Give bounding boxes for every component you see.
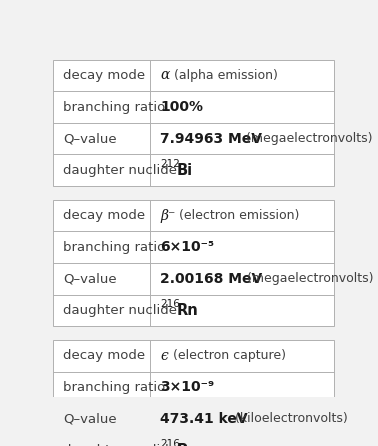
Bar bbox=[53, 200, 334, 326]
Text: 473.41 keV: 473.41 keV bbox=[160, 412, 248, 426]
Text: α: α bbox=[160, 69, 170, 83]
Bar bbox=[53, 60, 334, 186]
Text: decay mode: decay mode bbox=[63, 209, 145, 222]
Text: β⁻: β⁻ bbox=[160, 209, 176, 223]
Text: daughter nuclide: daughter nuclide bbox=[63, 444, 177, 446]
Text: 7.94963 MeV: 7.94963 MeV bbox=[160, 132, 262, 145]
Bar bbox=[53, 340, 334, 446]
Text: Q–value: Q–value bbox=[63, 413, 116, 425]
Text: Po: Po bbox=[177, 443, 197, 446]
Text: 6×10⁻⁵: 6×10⁻⁵ bbox=[160, 240, 214, 254]
Text: decay mode: decay mode bbox=[63, 69, 145, 82]
Text: 2.00168 MeV: 2.00168 MeV bbox=[160, 272, 263, 286]
Text: 216: 216 bbox=[160, 439, 180, 446]
Text: branching ratio: branching ratio bbox=[63, 381, 165, 394]
Text: Q–value: Q–value bbox=[63, 132, 116, 145]
Text: Bi: Bi bbox=[177, 163, 193, 178]
Text: (electron emission): (electron emission) bbox=[175, 209, 299, 222]
Text: branching ratio: branching ratio bbox=[63, 241, 165, 254]
Text: decay mode: decay mode bbox=[63, 349, 145, 362]
Text: (alpha emission): (alpha emission) bbox=[170, 69, 278, 82]
Text: 100%: 100% bbox=[160, 100, 203, 114]
Text: 216: 216 bbox=[160, 299, 180, 309]
Text: ϵ: ϵ bbox=[160, 349, 168, 363]
Bar bbox=[53, 200, 334, 326]
Text: 212: 212 bbox=[160, 159, 180, 169]
Text: 3×10⁻⁹: 3×10⁻⁹ bbox=[160, 380, 215, 394]
Text: (electron capture): (electron capture) bbox=[169, 349, 286, 362]
Text: daughter nuclide: daughter nuclide bbox=[63, 304, 177, 317]
Text: daughter nuclide: daughter nuclide bbox=[63, 164, 177, 177]
Text: branching ratio: branching ratio bbox=[63, 100, 165, 114]
Text: (kiloelectronvolts): (kiloelectronvolts) bbox=[231, 413, 348, 425]
Bar bbox=[53, 340, 334, 446]
Text: Rn: Rn bbox=[177, 303, 198, 318]
Bar bbox=[53, 60, 334, 186]
Text: (megaelectronvolts): (megaelectronvolts) bbox=[242, 132, 373, 145]
Text: (megaelectronvolts): (megaelectronvolts) bbox=[243, 272, 373, 285]
Text: Q–value: Q–value bbox=[63, 272, 116, 285]
